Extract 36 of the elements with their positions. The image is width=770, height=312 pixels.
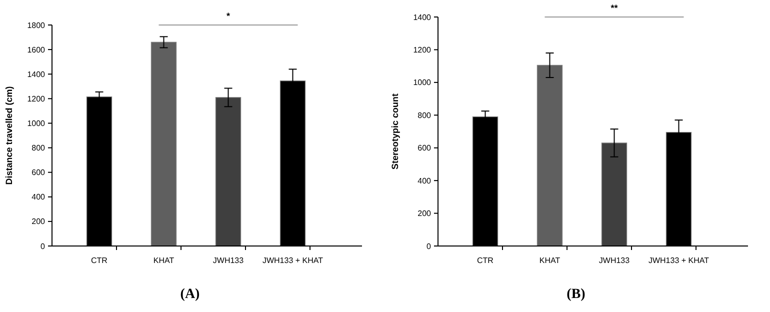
bar <box>601 142 628 246</box>
y-tick-label: 1200 <box>413 46 432 55</box>
y-tick-label: 800 <box>32 144 46 153</box>
y-tick-label: 1000 <box>27 119 46 128</box>
text: (B) <box>566 287 586 302</box>
x-tick-label: CTR <box>477 256 494 265</box>
text: * <box>226 11 230 21</box>
y-tick-label: 400 <box>32 192 46 202</box>
x-tick-label: JWH133 + KHAT <box>648 256 710 265</box>
y-tick-label: 400 <box>418 176 432 186</box>
x-tick-label: CTR <box>91 256 108 265</box>
x-tick-label: KHAT <box>539 256 560 265</box>
y-tick-label: 1200 <box>27 94 46 104</box>
y-axis-title: Distance travelled (cm) <box>4 86 14 185</box>
x-tick-label: JWH133 + KHAT <box>262 256 324 265</box>
y-tick-label: 0 <box>40 242 46 251</box>
y-tick-label: 1800 <box>27 20 46 30</box>
y-tick-label: 600 <box>418 144 432 153</box>
y-tick-label: 1000 <box>413 78 432 88</box>
text: (A) <box>180 287 200 302</box>
y-tick-label: 0 <box>426 242 432 251</box>
bar <box>536 64 563 246</box>
x-tick-label: JWH133 <box>598 256 630 265</box>
y-tick-label: 1400 <box>413 12 432 22</box>
y-axis-title: Stereotypic count <box>390 93 400 170</box>
bar <box>215 97 242 246</box>
y-tick-label: 1600 <box>27 45 46 54</box>
text: ** <box>610 3 618 13</box>
bar <box>150 42 177 246</box>
y-tick-label: 600 <box>32 168 46 178</box>
y-tick-label: 200 <box>418 209 432 218</box>
x-tick-label: KHAT <box>153 256 174 265</box>
y-tick-label: 800 <box>418 110 432 120</box>
y-tick-label: 200 <box>32 217 46 226</box>
y-tick-label: 1400 <box>27 70 46 79</box>
x-tick-label: JWH133 <box>212 256 244 265</box>
